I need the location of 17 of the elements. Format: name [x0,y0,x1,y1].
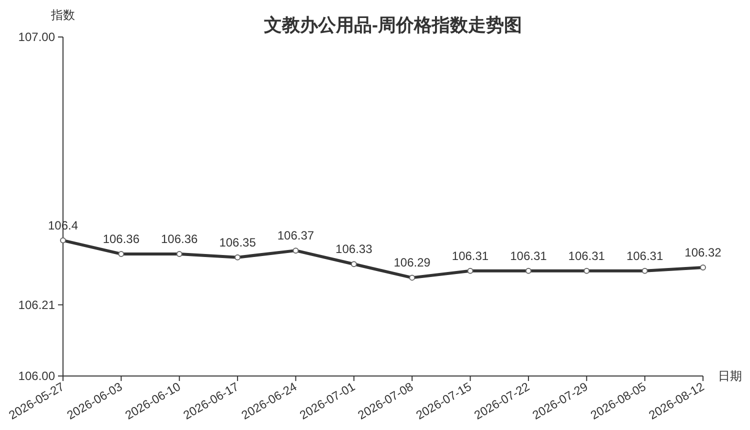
data-label: 106.36 [102,232,140,246]
data-label: 106.37 [277,228,314,243]
data-label: 106.36 [161,232,198,246]
data-label: 106.33 [336,242,373,256]
chart-title: 文教办公用品-周价格指数走势图 [263,15,522,35]
x-axis-title: 日期 [718,369,742,383]
y-tick-label: 106.21 [18,298,56,312]
data-label: 106.29 [394,256,431,270]
data-label: 106.31 [510,248,548,263]
data-label: 106.32 [684,246,722,260]
data-label: 106.31 [452,248,489,263]
y-tick-label: 107.00 [18,30,56,44]
y-axis-title: 指数 [50,8,75,22]
y-tick-label: 106.00 [18,369,56,383]
data-label: 106.35 [219,235,256,250]
data-label: 106.31 [626,248,664,263]
data-label: 106.31 [568,248,606,263]
